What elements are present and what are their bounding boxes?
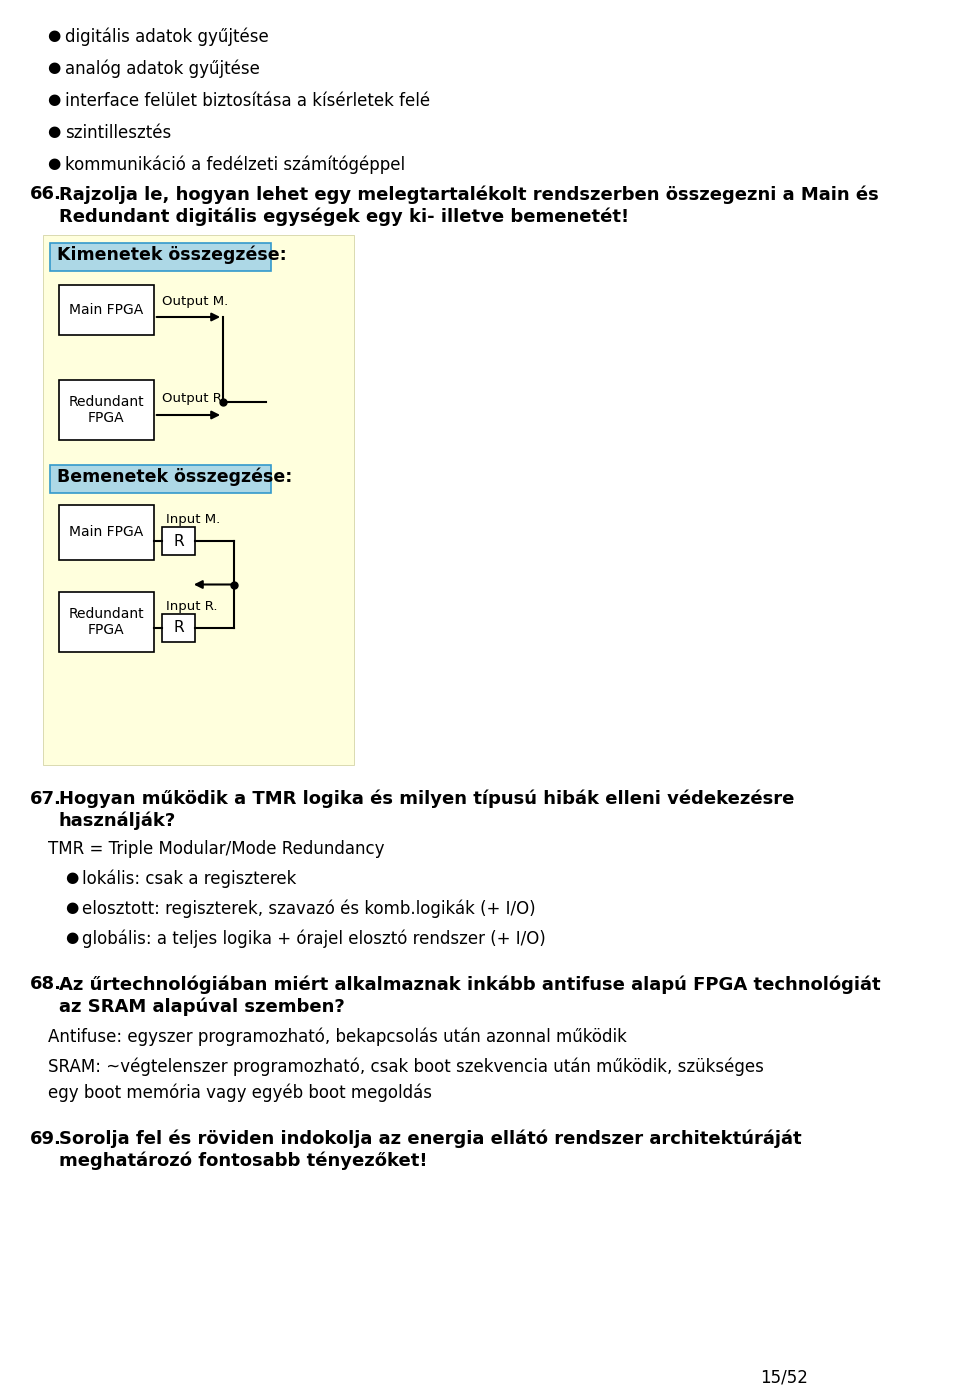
Text: Input M.: Input M. <box>166 514 220 526</box>
Text: digitális adatok gyűjtése: digitális adatok gyűjtése <box>65 28 269 46</box>
Text: Main FPGA: Main FPGA <box>69 303 143 317</box>
Text: Rajzolja le, hogyan lehet egy melegtartalékolt rendszerben összegezni a Main és: Rajzolja le, hogyan lehet egy melegtarta… <box>59 185 878 203</box>
Text: Antifuse: egyszer programozható, bekapcsolás után azonnal működik: Antifuse: egyszer programozható, bekapcs… <box>48 1027 627 1045</box>
Text: 66.: 66. <box>31 185 62 203</box>
Text: lokális: csak a regiszterek: lokális: csak a regiszterek <box>83 870 297 888</box>
Text: ●: ● <box>48 92 60 107</box>
Text: Az űrtechnológiában miért alkalmaznak inkább antifuse alapú FPGA technológiát: Az űrtechnológiában miért alkalmaznak in… <box>59 974 880 994</box>
Text: SRAM: ~végtelenszer programozható, csak boot szekvencia után működik, szükséges: SRAM: ~végtelenszer programozható, csak … <box>48 1057 763 1076</box>
Text: ●: ● <box>65 870 78 885</box>
Text: ●: ● <box>48 60 60 75</box>
FancyBboxPatch shape <box>43 235 354 766</box>
FancyBboxPatch shape <box>162 528 195 555</box>
Text: egy boot memória vagy egyéb boot megoldás: egy boot memória vagy egyéb boot megoldá… <box>48 1083 432 1101</box>
Text: interface felület biztosítása a kísérletek felé: interface felület biztosítása a kísérlet… <box>65 92 430 110</box>
Text: kommunikáció a fedélzeti számítógéppel: kommunikáció a fedélzeti számítógéppel <box>65 156 405 174</box>
Text: Hogyan működik a TMR logika és milyen típusú hibák elleni védekezésre: Hogyan működik a TMR logika és milyen tí… <box>59 791 794 809</box>
Text: ●: ● <box>65 901 78 915</box>
Text: meghatározó fontosabb tényezőket!: meghatározó fontosabb tényezőket! <box>59 1153 427 1171</box>
Text: Output M.: Output M. <box>162 295 228 308</box>
Text: Redundant
FPGA: Redundant FPGA <box>68 607 144 638</box>
Text: Sorolja fel és röviden indokolja az energia ellátó rendszer architektúráját: Sorolja fel és röviden indokolja az ener… <box>59 1130 802 1148</box>
Text: R: R <box>174 533 184 548</box>
FancyBboxPatch shape <box>162 614 195 642</box>
Text: Redundant digitális egységek egy ki- illetve bemenetét!: Redundant digitális egységek egy ki- ill… <box>59 207 629 226</box>
Text: szintillesztés: szintillesztés <box>65 124 171 142</box>
Text: ●: ● <box>65 930 78 945</box>
Text: ●: ● <box>48 124 60 139</box>
FancyBboxPatch shape <box>50 465 271 493</box>
Text: Input R.: Input R. <box>166 600 217 612</box>
Text: ●: ● <box>48 28 60 43</box>
Text: 15/52: 15/52 <box>760 1368 808 1386</box>
Text: Kimenetek összegzése:: Kimenetek összegzése: <box>57 246 287 264</box>
FancyBboxPatch shape <box>50 244 271 271</box>
Text: 67.: 67. <box>31 791 62 807</box>
Text: elosztott: regiszterek, szavazó és komb.logikák (+ I/O): elosztott: regiszterek, szavazó és komb.… <box>83 901 536 919</box>
Text: Output R.: Output R. <box>162 393 226 405</box>
Text: analóg adatok gyűjtése: analóg adatok gyűjtése <box>65 60 260 78</box>
Text: Bemenetek összegzése:: Bemenetek összegzése: <box>57 468 293 486</box>
Text: az SRAM alapúval szemben?: az SRAM alapúval szemben? <box>59 997 345 1016</box>
Text: 68.: 68. <box>31 974 62 992</box>
FancyBboxPatch shape <box>59 592 154 651</box>
Text: Main FPGA: Main FPGA <box>69 526 143 540</box>
Text: globális: a teljes logika + órajel elosztó rendszer (+ I/O): globális: a teljes logika + órajel elosz… <box>83 930 546 948</box>
Text: 69.: 69. <box>31 1130 62 1148</box>
Text: TMR = Triple Modular/Mode Redundancy: TMR = Triple Modular/Mode Redundancy <box>48 839 384 857</box>
FancyBboxPatch shape <box>59 505 154 560</box>
FancyBboxPatch shape <box>59 285 154 335</box>
Text: ●: ● <box>48 156 60 171</box>
Text: használják?: használják? <box>59 812 176 831</box>
FancyBboxPatch shape <box>59 380 154 440</box>
Text: Redundant
FPGA: Redundant FPGA <box>68 395 144 425</box>
Text: R: R <box>174 621 184 636</box>
